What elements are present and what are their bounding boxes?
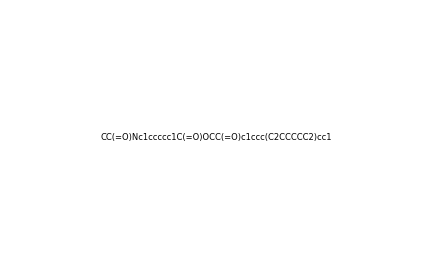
Text: CC(=O)Nc1ccccc1C(=O)OCC(=O)c1ccc(C2CCCCC2)cc1: CC(=O)Nc1ccccc1C(=O)OCC(=O)c1ccc(C2CCCCC…	[100, 133, 331, 142]
